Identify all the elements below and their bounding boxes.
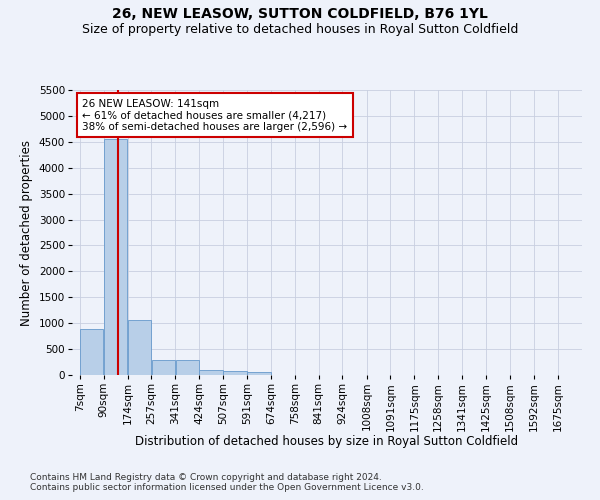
Bar xyxy=(223,371,247,375)
Text: Contains public sector information licensed under the Open Government Licence v3: Contains public sector information licen… xyxy=(30,482,424,492)
Y-axis label: Number of detached properties: Number of detached properties xyxy=(20,140,33,326)
Text: Size of property relative to detached houses in Royal Sutton Coldfield: Size of property relative to detached ho… xyxy=(82,22,518,36)
Bar xyxy=(199,370,223,375)
Bar xyxy=(104,138,127,375)
Text: Distribution of detached houses by size in Royal Sutton Coldfield: Distribution of detached houses by size … xyxy=(136,435,518,448)
Text: 26, NEW LEASOW, SUTTON COLDFIELD, B76 1YL: 26, NEW LEASOW, SUTTON COLDFIELD, B76 1Y… xyxy=(112,8,488,22)
Text: Contains HM Land Registry data © Crown copyright and database right 2024.: Contains HM Land Registry data © Crown c… xyxy=(30,472,382,482)
Bar xyxy=(247,372,271,375)
Bar xyxy=(176,360,199,375)
Bar xyxy=(128,320,151,375)
Bar xyxy=(152,360,175,375)
Bar xyxy=(80,330,103,375)
Text: 26 NEW LEASOW: 141sqm
← 61% of detached houses are smaller (4,217)
38% of semi-d: 26 NEW LEASOW: 141sqm ← 61% of detached … xyxy=(82,98,347,132)
